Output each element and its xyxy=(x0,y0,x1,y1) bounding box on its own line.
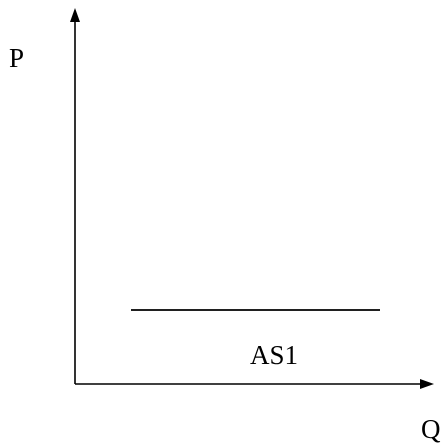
as1-label: AS1 xyxy=(250,340,298,370)
x-axis-label: Q xyxy=(421,414,441,444)
x-axis-arrowhead xyxy=(420,379,434,389)
y-axis-arrowhead xyxy=(70,8,80,22)
y-axis-label: P xyxy=(9,43,24,73)
